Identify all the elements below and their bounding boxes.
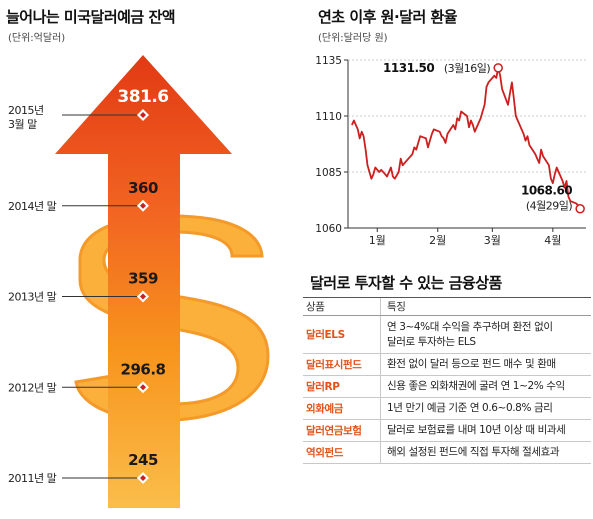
- product-feature-line: 신용 좋은 외화채권에 굴려 연 1~2% 수익: [387, 380, 565, 392]
- product-feature: 1년 만기 예금 기준 연 0.6~0.8% 금리: [380, 397, 591, 420]
- products-title: 달러로 투자할 수 있는 금융상품: [310, 274, 502, 292]
- deposit-category-label: 2011년 말: [8, 472, 57, 485]
- deposit-category-label: 2013년 말: [8, 291, 57, 304]
- deposit-value-label: 245: [128, 451, 158, 469]
- exchange-rate-title: 연초 이후 원·달러 환율: [318, 8, 458, 26]
- value-diamond-core: [140, 384, 146, 391]
- x-tick-label: 2월: [429, 234, 446, 247]
- product-row: 외화예금 1년 만기 예금 기준 연 0.6~0.8% 금리: [303, 397, 591, 420]
- product-feature-line: 달러로 보험료를 내며 10년 이상 때 비과세: [387, 424, 566, 436]
- deposit-category-label: 2014년 말: [8, 200, 57, 213]
- deposit-value-label: 381.6: [117, 87, 168, 107]
- products-table: 상품 특징 달러ELS 연 3~4%대 수익을 추구하며 환전 없이 달러로 투자하…: [303, 297, 591, 464]
- last-marker: [575, 203, 585, 214]
- product-name: 달러RP: [303, 375, 381, 398]
- product-feature-line: 환전 없이 달러 등으로 펀드 매수 및 환매: [387, 358, 556, 370]
- x-tick-label: 3월: [484, 234, 501, 247]
- peak-value-label: 1131.50: [383, 61, 434, 75]
- product-feature: 신용 좋은 외화채권에 굴려 연 1~2% 수익: [380, 375, 591, 398]
- product-feature: 환전 없이 달러 등으로 펀드 매수 및 환매: [380, 353, 591, 376]
- deposit-category-label: 2012년 말: [8, 381, 57, 394]
- col-product-header: 상품: [303, 297, 381, 316]
- exchange-rate-line: [351, 66, 581, 210]
- product-feature: 달러로 보험료를 내며 10년 이상 때 비과세: [380, 419, 591, 442]
- deposit-category-label: 2015년: [8, 104, 44, 117]
- value-diamond-core: [140, 112, 146, 118]
- deposit-value-label: 360: [128, 179, 158, 197]
- growth-arrow-graphic: [55, 55, 232, 508]
- x-tick-label: 4월: [544, 234, 561, 247]
- product-row: 역외펀드 해외 설정된 펀드에 직접 투자해 절세효과: [303, 441, 591, 464]
- peak-marker: [493, 63, 503, 73]
- product-row: 달러표시펀드 환전 없이 달러 등으로 펀드 매수 및 환매: [303, 353, 591, 376]
- last-date-label: (4월29일): [526, 199, 573, 213]
- product-name: 외화예금: [303, 397, 381, 420]
- product-row: 달러RP 신용 좋은 외화채권에 굴려 연 1~2% 수익: [303, 375, 591, 398]
- product-name: 달러연금보험: [303, 419, 381, 442]
- col-feature-header: 특징: [380, 297, 591, 316]
- deposit-unit: (단위:억달러): [8, 33, 66, 44]
- product-feature-line: 1년 만기 예금 기준 연 0.6~0.8% 금리: [387, 402, 553, 414]
- value-diamond-core: [140, 293, 146, 300]
- x-tick-label: 1월: [369, 234, 386, 247]
- product-row: 달러ELS 연 3~4%대 수익을 추구하며 환전 없이 달러로 투자하는 ELS: [303, 315, 591, 354]
- product-feature-line: 해외 설정된 펀드에 직접 투자해 절세효과: [387, 446, 560, 458]
- product-name: 역외펀드: [303, 441, 381, 464]
- product-row: 달러연금보험 달러로 보험료를 내며 10년 이상 때 비과세: [303, 419, 591, 442]
- exchange-rate-unit: (단위:달러당 원): [318, 33, 388, 44]
- last-value-label: 1068.60: [521, 184, 572, 198]
- y-tick-label: 1060: [315, 223, 342, 235]
- deposit-title: 늘어나는 미국달러예금 잔액: [6, 8, 176, 26]
- product-name: 달러ELS: [303, 315, 381, 354]
- y-tick-label: 1085: [315, 167, 342, 179]
- product-feature-line: 달러로 투자하는 ELS: [387, 335, 476, 348]
- y-tick-label: 1135: [315, 55, 342, 67]
- value-diamond-core: [140, 475, 146, 481]
- products-table-header: 상품 특징: [303, 297, 591, 316]
- deposit-value-label: 359: [128, 270, 158, 288]
- deposit-value-label: 296.8: [121, 360, 166, 378]
- y-tick-label: 1110: [315, 111, 342, 123]
- product-feature-line: 연 3~4%대 수익을 추구하며 환전 없이: [387, 320, 553, 333]
- peak-date-label: (3월16일): [444, 61, 491, 75]
- product-name: 달러표시펀드: [303, 353, 381, 376]
- deposit-category-label: 3월 말: [8, 118, 37, 131]
- product-feature: 해외 설정된 펀드에 직접 투자해 절세효과: [380, 441, 591, 464]
- value-diamond-core: [140, 202, 146, 209]
